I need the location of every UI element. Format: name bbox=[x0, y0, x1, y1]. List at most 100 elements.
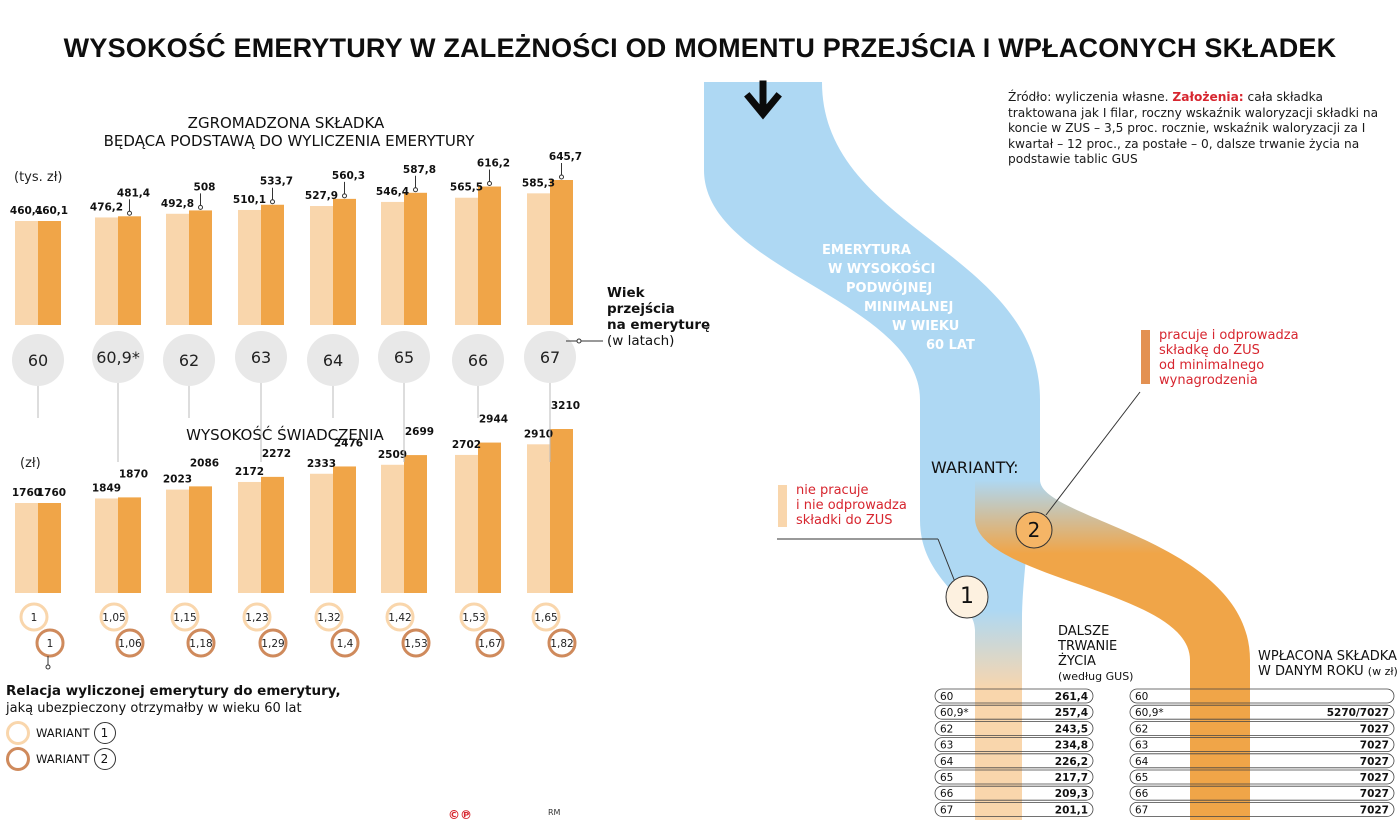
upper-bar-variant1 bbox=[310, 206, 333, 325]
upper-data-label: 508 bbox=[194, 181, 216, 193]
life-expectancy-header: DALSZE TRWANIE ŻYCIA (według GUS) bbox=[1058, 624, 1133, 684]
contrib-table-age: 62 bbox=[1135, 723, 1148, 735]
stream-line: MINIMALNEJ bbox=[864, 300, 954, 315]
life-table-row bbox=[934, 704, 1094, 720]
upper-bar-variant2 bbox=[478, 186, 501, 325]
life-table-age: 67 bbox=[940, 804, 953, 816]
lower-data-label: 1849 bbox=[92, 482, 121, 494]
upper-data-label: 460,1 bbox=[10, 205, 43, 217]
contrib-table-row bbox=[1129, 785, 1395, 801]
contrib-table-row bbox=[1129, 688, 1395, 704]
note-line: od minimalnego bbox=[1159, 358, 1265, 373]
age-label-line: na emeryturę bbox=[607, 317, 711, 333]
age-label: 65 bbox=[394, 348, 414, 367]
life-table-value: 261,4 bbox=[1055, 691, 1088, 703]
age-circle bbox=[12, 334, 64, 386]
ratio-value: 1,18 bbox=[189, 638, 212, 650]
ratio-caption-text: jaką ubezpieczony otrzymałby w wieku 60 … bbox=[6, 701, 302, 716]
upper-bar-variant2 bbox=[404, 192, 427, 325]
lower-bar-variant2 bbox=[478, 442, 501, 593]
variant1-note: nie pracuje i nie odprowadza składki do … bbox=[778, 483, 907, 528]
life-table-value: 234,8 bbox=[1055, 740, 1088, 752]
ratio-ring-variant1 bbox=[459, 602, 489, 632]
ratio-value: 1,53 bbox=[462, 612, 485, 624]
contrib-table-row bbox=[1129, 753, 1395, 769]
ratio-value: 1,06 bbox=[118, 638, 142, 650]
variant2-swatch bbox=[1141, 330, 1150, 384]
life-table-value: 209,3 bbox=[1055, 788, 1088, 800]
ratio-ring-variant2 bbox=[475, 628, 505, 658]
lower-bar-variant1 bbox=[381, 464, 404, 593]
age-label: 66 bbox=[468, 351, 488, 370]
age-circle bbox=[163, 334, 215, 386]
age-label: 67 bbox=[540, 348, 560, 367]
upper-data-label: 645,7 bbox=[549, 151, 582, 163]
life-table-row bbox=[934, 753, 1094, 769]
life-table-value: 217,7 bbox=[1055, 772, 1088, 784]
life-table-value: 257,4 bbox=[1055, 707, 1088, 719]
variants-label: WARIANTY: bbox=[931, 458, 1019, 477]
header-line: ŻYCIA bbox=[1058, 654, 1096, 669]
lower-bar-variant2 bbox=[189, 486, 212, 593]
ratio-ring-variant2 bbox=[115, 628, 145, 658]
age-circle bbox=[524, 331, 576, 383]
leader-dot bbox=[127, 210, 132, 216]
ratio-value: 1,65 bbox=[534, 612, 557, 624]
page-title: WYSOKOŚĆ EMERYTURY W ZALEŻNOŚCI OD MOMEN… bbox=[63, 33, 1337, 63]
lower-data-label: 2699 bbox=[405, 426, 434, 438]
ratio-caption: Relacja wyliczonej emerytury do emerytur… bbox=[6, 683, 341, 717]
upper-bar-variant1 bbox=[95, 217, 118, 325]
life-table-age: 60 bbox=[940, 691, 953, 703]
lower-bar-variant2 bbox=[118, 497, 141, 593]
age-circle bbox=[378, 331, 430, 383]
upper-chart-title: ZGROMADZONA SKŁADKA bbox=[188, 114, 385, 132]
lower-bar-variant2 bbox=[550, 429, 573, 593]
lower-bar-variant2 bbox=[333, 466, 356, 593]
upper-data-label: 510,1 bbox=[233, 194, 266, 206]
life-table-age: 66 bbox=[940, 788, 954, 800]
ratio-ring-variant1 bbox=[170, 602, 200, 632]
ratio-ring-variant2 bbox=[401, 628, 431, 658]
lower-data-label: 2910 bbox=[524, 428, 553, 440]
life-table-value: 243,5 bbox=[1055, 723, 1088, 735]
upper-bar-variant1 bbox=[15, 221, 38, 325]
upper-data-label: 616,2 bbox=[477, 158, 510, 170]
lower-data-label: 2944 bbox=[479, 414, 508, 426]
note-line: składki do ZUS bbox=[796, 513, 893, 528]
legend-num: 1 bbox=[93, 722, 116, 744]
author-initials: RM bbox=[548, 808, 561, 817]
contrib-table-value: 7027 bbox=[1360, 740, 1389, 752]
life-table-row bbox=[934, 737, 1094, 752]
upper-data-label: 460,1 bbox=[35, 205, 68, 217]
note-line: i nie odprowadza bbox=[796, 498, 907, 513]
lower-data-label: 2476 bbox=[334, 437, 363, 449]
upper-bar-variant1 bbox=[381, 201, 404, 325]
lower-bar-variant1 bbox=[15, 503, 38, 593]
upper-data-label: 476,2 bbox=[90, 201, 123, 213]
upper-bar-variant2 bbox=[333, 198, 356, 325]
lower-data-label: 3210 bbox=[551, 400, 580, 412]
contrib-table-row bbox=[1129, 802, 1395, 817]
age-label: 60,9* bbox=[96, 348, 140, 367]
age-circle bbox=[92, 331, 144, 383]
age-circle bbox=[235, 331, 287, 383]
variant1-marker bbox=[945, 575, 989, 619]
lower-bar-variant1 bbox=[238, 481, 261, 593]
note-line: wynagrodzenia bbox=[1159, 373, 1258, 388]
ratio-ring-variant1 bbox=[99, 602, 129, 632]
contrib-table-age: 63 bbox=[1135, 740, 1148, 752]
ratio-ring-variant1 bbox=[531, 602, 561, 632]
contrib-table-value: 7027 bbox=[1360, 788, 1389, 800]
legend-num: 2 bbox=[93, 748, 116, 770]
lower-data-label: 2086 bbox=[190, 457, 219, 469]
variant2-marker-label: 2 bbox=[1027, 518, 1041, 542]
lower-data-label: 2172 bbox=[235, 466, 264, 478]
contrib-table-value: 7027 bbox=[1360, 804, 1389, 816]
stream-line: W WIEKU bbox=[892, 319, 960, 334]
header-line: TRWANIE bbox=[1058, 639, 1118, 654]
age-label: 62 bbox=[179, 351, 199, 370]
contrib-table-value: 7027 bbox=[1360, 723, 1389, 735]
lower-data-label: 1870 bbox=[119, 468, 148, 480]
age-label-sub: (w latach) bbox=[607, 333, 675, 349]
